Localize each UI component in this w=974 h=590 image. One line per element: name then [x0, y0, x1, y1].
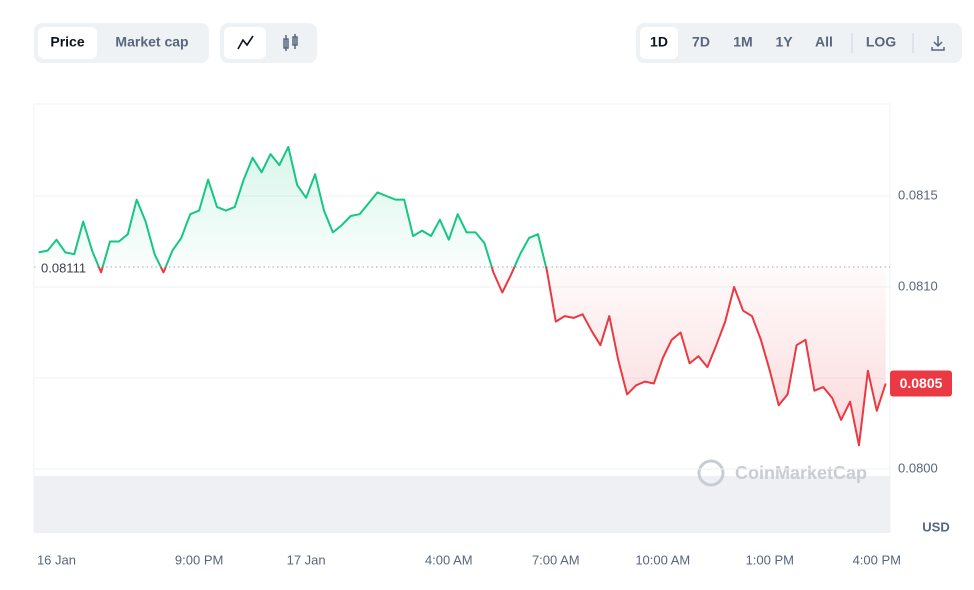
range[interactable]: 1M — [733, 34, 752, 50]
x-tick-label: 9:00 PM — [175, 552, 223, 567]
area-fill — [38, 146, 886, 446]
x-tick-label: 16 Jan — [37, 552, 76, 567]
y-tick-label: 0.0800 — [898, 460, 938, 475]
last-price-label: 0.0805 — [900, 375, 943, 391]
x-tick-label: 4:00 PM — [853, 552, 901, 567]
x-tick-label: 7:00 AM — [532, 552, 580, 567]
range-active — [640, 27, 678, 59]
tab[interactable]: Price — [50, 34, 84, 50]
candle-icon[interactable] — [283, 34, 298, 51]
y-tick-label: 0.0815 — [898, 187, 938, 202]
currency: USD — [922, 519, 949, 534]
x-tick-label: 17 Jan — [287, 552, 326, 567]
watermark: CoinMarketCap — [697, 459, 867, 487]
watermark-text: CoinMarketCap — [735, 463, 867, 483]
range[interactable]: All — [815, 34, 833, 50]
tab[interactable]: Market cap — [115, 34, 188, 50]
price-line — [38, 145, 887, 447]
range-group — [636, 23, 962, 63]
range[interactable]: 1D — [650, 34, 668, 50]
volume-area — [34, 476, 890, 533]
tab-active — [38, 27, 97, 59]
range[interactable]: 7D — [692, 34, 710, 50]
last-price-badge — [890, 370, 952, 397]
range[interactable]: 1Y — [775, 34, 793, 50]
reference-label-bg — [36, 257, 94, 276]
x-tick-label: 4:00 AM — [425, 552, 473, 567]
line-icon[interactable] — [237, 35, 254, 50]
download-icon[interactable] — [931, 36, 945, 51]
y-tick-label: 0.0810 — [898, 278, 938, 293]
x-tick-label: 1:00 PM — [746, 552, 794, 567]
reference-label: 0.08111 — [41, 260, 86, 275]
log-toggle[interactable]: LOG — [866, 34, 896, 50]
x-tick-label: 10:00 AM — [635, 552, 690, 567]
